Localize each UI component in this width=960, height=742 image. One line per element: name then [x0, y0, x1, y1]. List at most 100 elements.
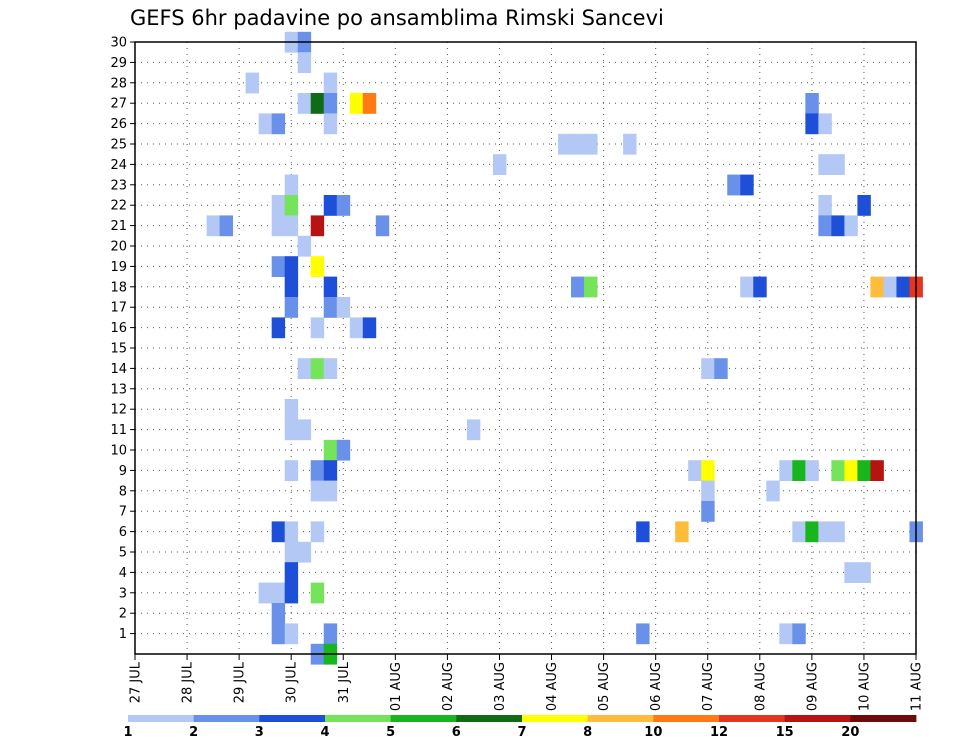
precip-cell [818, 215, 832, 237]
precip-cell [310, 480, 325, 502]
precip-cell [245, 72, 260, 94]
precip-cell [766, 480, 780, 502]
colorbar-swatch [390, 715, 457, 722]
precip-cell [857, 460, 871, 481]
precip-cell [297, 235, 312, 257]
precip-cell [284, 623, 299, 645]
precip-cell [271, 256, 286, 277]
precip-cell [740, 174, 754, 196]
precip-cell [571, 276, 585, 298]
y-tick-label: 2 [119, 607, 127, 622]
precip-cell [362, 93, 377, 114]
y-tick-label: 19 [110, 260, 127, 275]
x-tick-label: 29 JUL [233, 661, 248, 703]
colorbar-label: 3 [255, 725, 264, 740]
x-tick-label: 27 JUL [129, 661, 144, 703]
precip-cell [818, 521, 832, 543]
precip-cell [492, 154, 507, 175]
precip-cell [323, 93, 338, 114]
precip-cell [571, 133, 585, 155]
precip-cell [818, 195, 832, 216]
colorbar-swatch [325, 715, 392, 722]
precip-cell [753, 276, 767, 298]
colorbar-swatch [719, 715, 786, 722]
precip-cell [271, 582, 286, 604]
precip-cell [831, 215, 845, 237]
precip-cell [844, 460, 858, 481]
colorbar-label: 6 [452, 725, 461, 740]
precip-cell [323, 72, 338, 94]
precip-cell [805, 93, 819, 114]
precip-cell [284, 419, 299, 441]
precip-cell [271, 623, 286, 645]
precip-cell [584, 276, 598, 298]
precip-cell [284, 215, 299, 237]
precip-cell [271, 113, 286, 135]
precip-cell [701, 501, 715, 522]
precip-cell [792, 460, 806, 481]
y-tick-label: 11 [110, 423, 127, 438]
y-tick-label: 6 [119, 525, 127, 540]
precip-cell [323, 623, 338, 645]
x-tick-label: 01 AUG [389, 662, 404, 711]
y-tick-label: 29 [110, 56, 127, 71]
x-tick-label: 11 AUG [910, 662, 925, 711]
precip-cell [323, 480, 338, 502]
precip-cell [740, 276, 754, 298]
y-tick-label: 15 [110, 342, 127, 357]
y-tick-label: 4 [119, 566, 127, 581]
y-tick-label: 1 [119, 627, 127, 642]
chart-title: GEFS 6hr padavine po ansamblima Rimski S… [130, 6, 664, 30]
data-cells [206, 31, 923, 665]
precip-cell [714, 358, 728, 379]
x-tick-label: 09 AUG [805, 662, 820, 711]
precip-cell [349, 93, 364, 114]
precip-cell [857, 195, 871, 216]
colorbar-swatch [128, 715, 195, 722]
precip-cell [375, 215, 390, 237]
precip-cell [297, 541, 312, 563]
precip-cell [284, 460, 299, 481]
y-tick-label: 27 [110, 97, 127, 112]
y-tick-label: 26 [110, 117, 127, 132]
precip-cell [284, 562, 299, 583]
y-tick-label: 13 [110, 382, 127, 397]
precip-cell [310, 358, 325, 379]
precip-cell [857, 562, 871, 583]
colorbar-swatch [193, 715, 260, 722]
colorbar-swatch [850, 715, 917, 722]
precip-cell [323, 195, 338, 216]
precip-cell [310, 215, 325, 237]
y-tick-label: 5 [119, 546, 127, 561]
y-tick-label: 25 [110, 138, 127, 153]
y-tick-label: 24 [110, 158, 127, 173]
y-tick-label: 8 [119, 484, 127, 499]
precip-cell [284, 297, 299, 318]
y-tick-label: 22 [110, 199, 127, 214]
colorbar-label: 12 [710, 725, 728, 740]
y-axis: 1234567891011121314151617181920212223242… [110, 36, 135, 642]
precip-cell [792, 623, 806, 645]
y-tick-label: 20 [110, 240, 127, 255]
x-tick-label: 04 AUG [545, 662, 560, 711]
y-tick-label: 23 [110, 178, 127, 193]
colorbar-swatch [653, 715, 720, 722]
precip-cell [558, 133, 572, 155]
precip-cell [310, 317, 325, 339]
precip-cell [297, 358, 312, 379]
y-tick-label: 17 [110, 301, 127, 316]
precip-cell [870, 460, 884, 481]
x-tick-label: 03 AUG [493, 662, 508, 711]
colorbar: 1 2 3 4 5 6 7 8 10 12 15 20 [123, 715, 917, 740]
colorbar-swatch [587, 715, 654, 722]
precip-cell [310, 93, 325, 114]
precip-cell [206, 215, 221, 237]
x-tick-label: 05 AUG [597, 662, 612, 711]
colorbar-label: 4 [320, 725, 329, 740]
precip-cell [297, 419, 312, 441]
precip-cell [831, 521, 845, 543]
y-tick-label: 3 [119, 586, 127, 601]
x-tick-label: 08 AUG [753, 662, 768, 711]
precip-cell [805, 521, 819, 543]
